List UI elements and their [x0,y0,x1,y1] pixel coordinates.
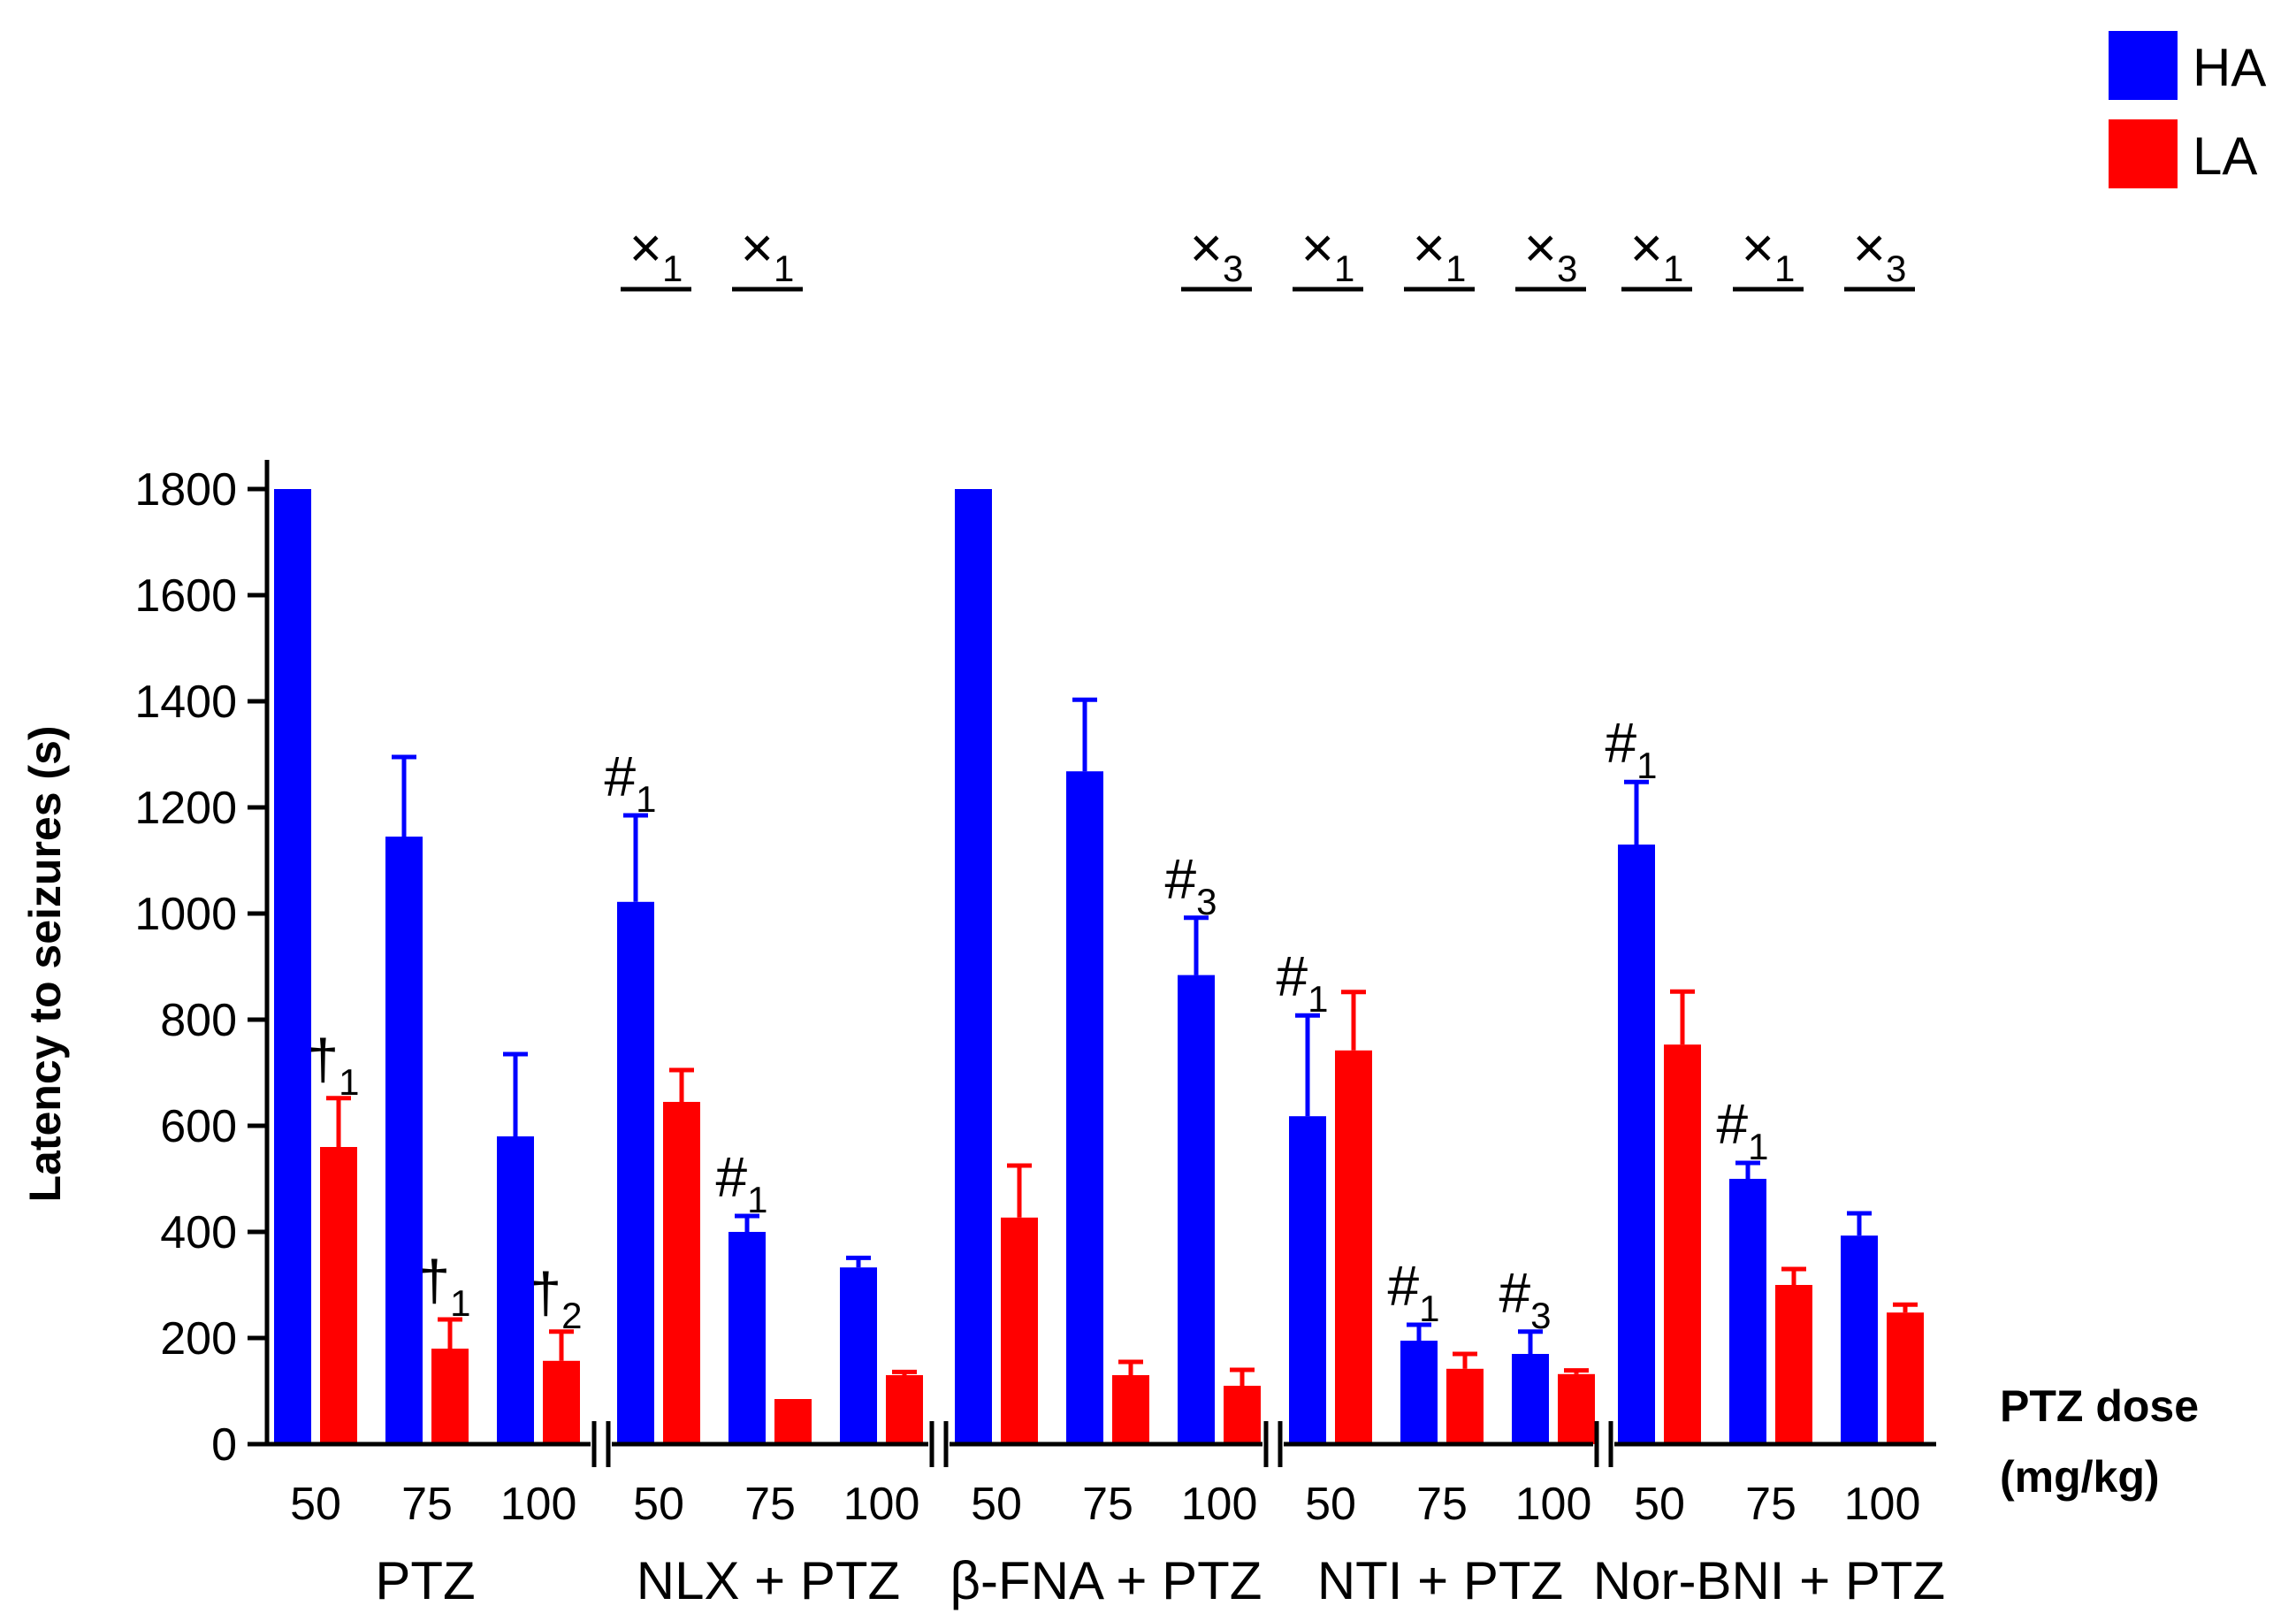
significance-marker: #1 [1717,1092,1769,1167]
bracket-label: ×1 [1301,216,1355,289]
x-tick-label: 75 [744,1479,796,1530]
x-axis-title-line2: (mg/kg) [2000,1452,2160,1502]
legend-label-la: LA [2193,126,2257,186]
x-tick-label: 100 [500,1479,577,1530]
bar-annotations: †1 †1 †2 #1 #1 #3 #1 #1 #3 #1 #1 [308,711,1769,1336]
x-tick-label: 75 [1416,1479,1468,1530]
x-tick-label: 50 [1634,1479,1685,1530]
ha-bar [840,1267,877,1444]
significance-marker: #3 [1499,1261,1552,1336]
legend: HA LA [2109,31,2266,188]
legend-label-ha: HA [2193,38,2266,97]
y-tick-label: 800 [160,995,237,1046]
la-bar [1887,1312,1924,1444]
la-bar [886,1375,923,1444]
x-tick-label: 50 [633,1479,684,1530]
la-bar [431,1349,469,1444]
la-bar [1664,1044,1701,1444]
significance-marker: #1 [716,1145,768,1220]
x-tick-label: 75 [401,1479,453,1530]
legend-swatch-ha [2109,31,2178,100]
x-axis: 50 75 100 PTZ 50 75 100 NLX + PTZ 50 75 100 β-FNA +… [267,1381,2199,1610]
y-tick-label: 400 [160,1207,237,1258]
la-bar [1112,1375,1149,1444]
group-label: PTZ [375,1551,475,1610]
ha-bar [1618,845,1655,1444]
la-bar [1775,1285,1812,1444]
la-bar [774,1399,812,1444]
significance-marker: #1 [1606,711,1658,786]
significance-brackets: ×1 ×1 ×3 ×1 ×1 ×3 ×1 ×1 ×3 [621,216,1915,292]
ha-bar [1066,771,1103,1444]
legend-swatch-la [2109,119,2178,188]
x-tick-label: 50 [1305,1479,1356,1530]
la-bar [1335,1050,1372,1444]
x-axis-title-line1: PTZ dose [2000,1381,2199,1431]
y-tick-label: 600 [160,1101,237,1152]
y-tick-label: 1400 [134,677,237,728]
significance-marker: #1 [605,745,657,820]
ha-bar [385,837,423,1444]
y-tick-label: 0 [211,1419,237,1471]
bracket-label: ×1 [629,216,683,289]
significance-marker: †1 [308,1028,360,1103]
x-tick-label: 50 [290,1479,341,1530]
la-bar [1224,1386,1261,1444]
bracket-label: ×1 [1742,216,1796,289]
bracket-label: ×1 [741,216,795,289]
bracket-label: ×3 [1524,216,1578,289]
bracket-label: ×1 [1413,216,1467,289]
ha-bar [1178,975,1215,1444]
y-axis: 0 200 400 600 800 1000 1200 1400 1600 1800 Latency… [20,460,270,1471]
ha-bar [1841,1235,1878,1444]
ha-bar [955,489,992,1444]
x-tick-label: 100 [1515,1479,1592,1530]
bracket-label: ×3 [1853,216,1907,289]
la-bar [1558,1373,1595,1444]
x-tick-label: 75 [1082,1479,1133,1530]
significance-marker: †1 [419,1249,471,1324]
x-tick-label: 50 [971,1479,1022,1530]
ha-bar [728,1232,766,1444]
ha-bar [617,901,654,1444]
significance-marker: †2 [530,1261,583,1336]
bars [274,489,1924,1444]
la-bar [543,1360,580,1444]
group-label: Nor-BNI + PTZ [1593,1551,1945,1610]
significance-marker: #1 [1277,944,1329,1020]
y-tick-label: 1000 [134,889,237,940]
la-bar [663,1102,700,1444]
la-bar [1446,1368,1484,1444]
significance-marker: #3 [1165,847,1217,922]
la-bar [320,1147,357,1444]
y-tick-label: 200 [160,1313,237,1365]
significance-marker: #1 [1388,1254,1440,1329]
ha-bar [497,1136,534,1444]
la-bar [1001,1217,1038,1444]
y-tick-label: 1800 [134,464,237,516]
group-label: NLX + PTZ [637,1551,900,1610]
group-label: β-FNA + PTZ [950,1551,1262,1610]
bracket-label: ×3 [1190,216,1244,289]
bracket-label: ×1 [1630,216,1684,289]
ha-bar [1512,1354,1549,1444]
ha-bar [1289,1116,1326,1444]
x-tick-label: 100 [1844,1479,1921,1530]
group-label: NTI + PTZ [1317,1551,1563,1610]
ha-bar [274,489,311,1444]
ha-bar [1400,1341,1438,1444]
y-tick-label: 1600 [134,570,237,622]
x-tick-label: 100 [1181,1479,1258,1530]
x-tick-label: 100 [843,1479,920,1530]
y-tick-label: 1200 [134,783,237,834]
ha-bar [1729,1179,1766,1444]
x-tick-label: 75 [1745,1479,1796,1530]
y-axis-title: Latency to seizures (s) [20,725,70,1202]
